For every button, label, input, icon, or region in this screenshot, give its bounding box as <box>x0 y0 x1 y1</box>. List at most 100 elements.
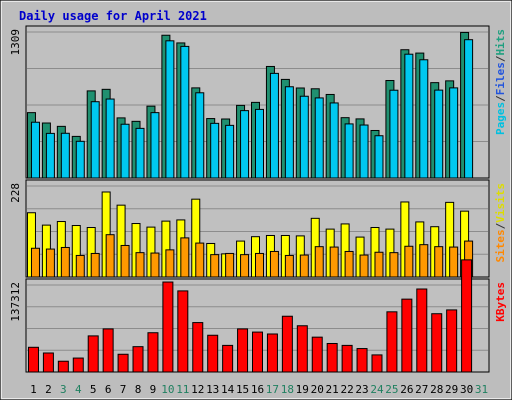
panel-2-legend: Sites/Visits <box>494 183 507 263</box>
x-tick-label-13: 13 <box>206 383 219 396</box>
bar-files-day-7 <box>120 123 130 179</box>
bar-sites-day-25 <box>389 252 399 278</box>
bar-sites-day-15 <box>240 254 250 278</box>
bar-files-day-3 <box>60 132 70 179</box>
bar-sites-day-16 <box>255 252 264 278</box>
bar-sites-day-14 <box>225 252 235 278</box>
x-tick-label-15: 15 <box>236 383 249 396</box>
x-tick-label-31: 31 <box>475 383 488 396</box>
legend-label-separator: / <box>494 222 507 229</box>
bar-kbytes-day-11 <box>177 290 189 373</box>
x-tick-label-21: 21 <box>326 383 339 396</box>
bar-files-day-13 <box>210 122 220 179</box>
bar-sites-day-11 <box>180 237 190 278</box>
bar-files-day-12 <box>195 92 205 179</box>
bar-kbytes-day-27 <box>416 288 428 373</box>
bar-kbytes-day-4 <box>72 357 84 373</box>
bar-files-day-5 <box>90 101 100 179</box>
x-tick-label-26: 26 <box>400 383 413 396</box>
x-tick-label-24: 24 <box>370 383 384 396</box>
bar-kbytes-day-16 <box>252 331 263 373</box>
panel-3-max-label: 137312 <box>9 282 22 322</box>
bar-files-day-6 <box>105 98 115 179</box>
panel-1-legend: Pages/Files/Hits <box>494 29 507 135</box>
x-tick-label-30: 30 <box>460 383 473 396</box>
bar-files-day-9 <box>150 112 160 179</box>
x-tick-label-9: 9 <box>150 383 157 396</box>
chart-panels: 1309Pages/Files/Hits228Sites/Visits13731… <box>9 25 507 373</box>
bar-kbytes-day-30 <box>461 259 473 373</box>
bar-kbytes-day-29 <box>446 309 458 373</box>
x-tick-label-22: 22 <box>340 383 353 396</box>
legend-label-separator: / <box>494 55 507 62</box>
x-tick-label-10: 10 <box>161 383 174 396</box>
bar-files-day-28 <box>434 89 444 179</box>
bar-kbytes-day-2 <box>42 352 54 373</box>
bar-files-day-25 <box>389 89 399 179</box>
x-tick-label-18: 18 <box>281 383 294 396</box>
bar-sites-day-26 <box>404 245 414 278</box>
bar-sites-day-2 <box>45 248 55 278</box>
bar-files-day-14 <box>225 124 235 179</box>
bar-sites-day-28 <box>434 246 444 278</box>
bar-sites-day-20 <box>314 246 324 278</box>
panel-2: 228 Sites/Visits <box>9 179 507 278</box>
bar-kbytes-day-7 <box>117 353 129 373</box>
x-tick-label-2: 2 <box>45 383 52 396</box>
panel-1-max-label: 1309 <box>9 29 22 56</box>
bar-sites-day-27 <box>419 244 429 278</box>
panel-1: 1309 Pages/Files/Hits <box>9 25 507 179</box>
bar-kbytes-day-6 <box>102 328 114 373</box>
legend-label-sites: Sites <box>494 229 507 262</box>
panel-3: 137312 KBytes <box>9 259 507 373</box>
bar-kbytes-day-23 <box>356 348 368 373</box>
bar-kbytes-day-1 <box>27 346 39 373</box>
bar-kbytes-day-25 <box>386 311 398 373</box>
bar-sites-day-1 <box>30 247 40 278</box>
bar-sites-day-5 <box>90 252 100 278</box>
bar-kbytes-day-19 <box>296 325 308 373</box>
legend-label-kbytes: KBytes <box>494 282 507 322</box>
bar-files-day-22 <box>344 123 354 179</box>
bar-kbytes-day-9 <box>147 332 159 373</box>
bar-files-day-29 <box>449 87 459 179</box>
bar-sites-day-3 <box>60 246 70 278</box>
bar-kbytes-day-21 <box>326 342 338 373</box>
bar-sites-day-9 <box>150 252 160 278</box>
x-tick-label-29: 29 <box>445 383 458 396</box>
bar-sites-day-17 <box>269 250 279 278</box>
bar-files-day-11 <box>180 45 190 179</box>
x-tick-label-12: 12 <box>191 383 204 396</box>
x-tick-label-6: 6 <box>105 383 112 396</box>
bar-files-day-30 <box>464 39 474 179</box>
bar-kbytes-day-20 <box>311 336 323 373</box>
x-tick-label-11: 11 <box>176 383 189 396</box>
bar-sites-day-24 <box>374 251 384 278</box>
bar-sites-day-22 <box>344 250 354 278</box>
bar-files-day-2 <box>45 132 55 179</box>
bar-files-day-19 <box>299 95 309 179</box>
legend-label-visits: Visits <box>494 183 507 223</box>
bar-kbytes-day-18 <box>281 315 293 373</box>
x-tick-label-25: 25 <box>385 383 398 396</box>
bar-kbytes-day-10 <box>162 281 174 373</box>
x-tick-label-1: 1 <box>30 383 37 396</box>
legend-label-hits: Hits <box>494 29 507 56</box>
bar-files-day-20 <box>314 97 324 179</box>
bar-kbytes-day-22 <box>341 344 353 373</box>
x-tick-label-14: 14 <box>221 383 235 396</box>
bar-kbytes-day-5 <box>87 335 99 373</box>
bar-files-day-8 <box>135 127 145 179</box>
bar-files-day-27 <box>419 59 429 179</box>
bar-files-day-1 <box>30 121 40 179</box>
bar-files-day-18 <box>284 86 294 179</box>
bar-kbytes-day-3 <box>57 360 69 373</box>
bar-files-day-15 <box>240 110 250 179</box>
x-tick-label-19: 19 <box>296 383 309 396</box>
bar-sites-day-4 <box>75 254 85 278</box>
bar-sites-day-21 <box>329 246 339 278</box>
x-tick-label-27: 27 <box>415 383 428 396</box>
bar-sites-day-10 <box>165 249 175 278</box>
